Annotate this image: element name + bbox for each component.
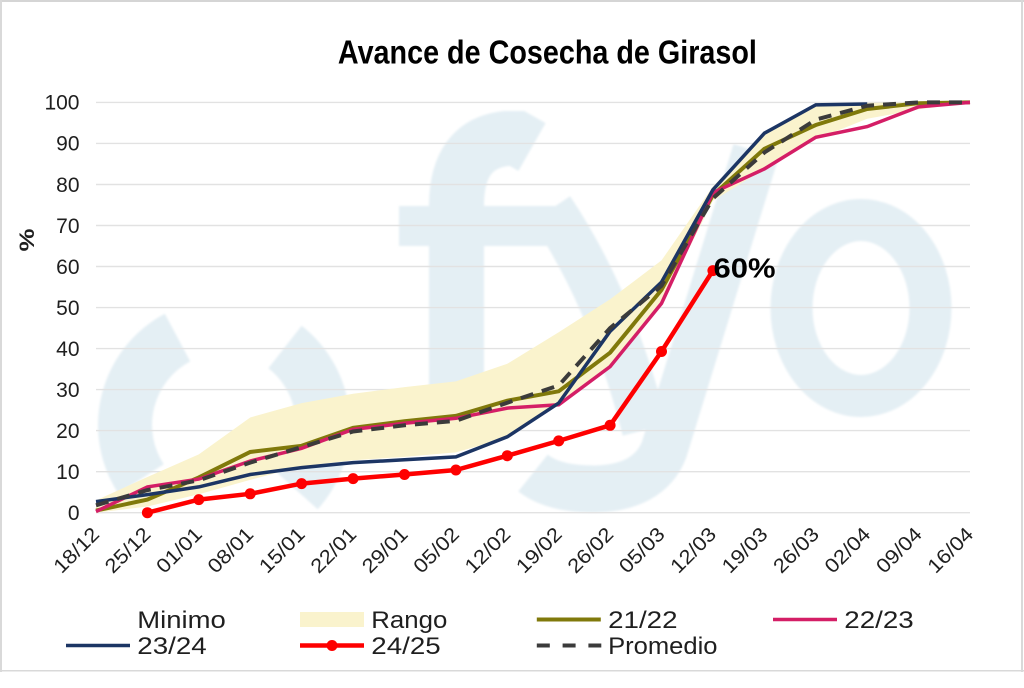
svg-text:90: 90 [56, 133, 79, 156]
svg-text:60%: 60% [714, 253, 776, 284]
svg-text:10: 10 [56, 461, 79, 484]
svg-text:100: 100 [44, 92, 79, 115]
svg-text:80: 80 [56, 174, 79, 197]
svg-text:20: 20 [56, 420, 79, 443]
svg-text:Rango: Rango [371, 607, 447, 634]
svg-text:40: 40 [56, 338, 79, 361]
svg-text:Promedio: Promedio [608, 633, 717, 660]
svg-text:23/24: 23/24 [137, 633, 206, 660]
svg-text:50: 50 [56, 297, 79, 320]
svg-text:Avance de Cosecha de Girasol: Avance de Cosecha de Girasol [338, 33, 757, 70]
svg-text:24/25: 24/25 [371, 633, 440, 660]
svg-text:22/23: 22/23 [844, 607, 913, 634]
svg-text:60: 60 [56, 256, 79, 279]
svg-text:21/22: 21/22 [608, 607, 677, 634]
svg-text:70: 70 [56, 215, 79, 238]
svg-text:30: 30 [56, 379, 79, 402]
svg-text:Minimo: Minimo [137, 607, 226, 634]
svg-text:%: % [16, 228, 39, 251]
svg-text:0: 0 [68, 502, 80, 525]
